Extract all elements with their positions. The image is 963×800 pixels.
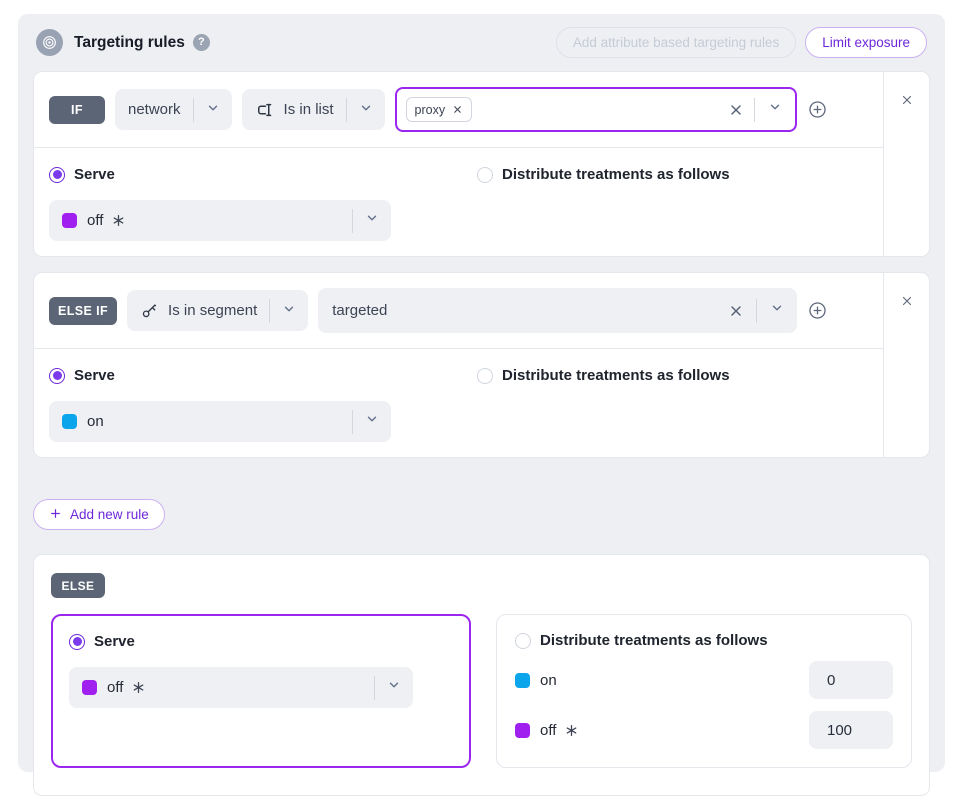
chevron-down-icon bbox=[387, 678, 401, 697]
distribute-radio-option[interactable]: Distribute treatments as follows bbox=[477, 367, 730, 384]
else-serve-panel[interactable]: Serve off bbox=[51, 614, 471, 768]
chevron-down-icon bbox=[365, 412, 379, 431]
panel-header: Targeting rules ? Add attribute based ta… bbox=[33, 14, 930, 71]
string-type-icon bbox=[255, 100, 275, 120]
clear-values-icon[interactable] bbox=[728, 102, 744, 118]
attribute-select[interactable]: network bbox=[115, 89, 232, 130]
treatment-select[interactable]: on bbox=[49, 401, 391, 442]
divider bbox=[352, 409, 353, 434]
rule-actions-column bbox=[883, 72, 929, 256]
divider bbox=[352, 208, 353, 233]
plus-icon bbox=[49, 507, 62, 523]
matcher-select-value: Is in segment bbox=[168, 302, 258, 319]
chevron-down-icon bbox=[770, 301, 784, 320]
delete-rule-icon[interactable] bbox=[900, 294, 914, 308]
rule-keyword-badge: IF bbox=[49, 95, 105, 124]
chevron-down-icon bbox=[282, 302, 296, 320]
rule-card-if: IF network Is in list bbox=[33, 71, 930, 257]
delete-rule-icon[interactable] bbox=[900, 93, 914, 107]
segment-input[interactable] bbox=[322, 302, 728, 319]
treatment-name: on bbox=[540, 671, 557, 689]
distribution-row: on bbox=[515, 661, 893, 699]
radio-selected-icon bbox=[49, 367, 65, 384]
radio-unselected-icon bbox=[515, 632, 531, 649]
chevron-down-icon bbox=[206, 101, 220, 119]
clear-segment-icon[interactable] bbox=[728, 303, 744, 319]
rule-keyword-badge: ELSE IF bbox=[49, 296, 118, 325]
chevron-down-icon bbox=[359, 101, 373, 119]
distribute-radio-option[interactable]: Distribute treatments as follows bbox=[515, 632, 893, 649]
divider bbox=[192, 97, 194, 122]
chip-remove-icon[interactable] bbox=[452, 104, 463, 115]
matcher-select[interactable]: Is in list bbox=[241, 89, 385, 130]
treatment-swatch bbox=[515, 722, 530, 738]
else-keyword-badge: ELSE bbox=[51, 573, 105, 598]
divider bbox=[374, 675, 375, 700]
key-icon bbox=[140, 301, 159, 320]
serve-radio-option[interactable]: Serve bbox=[49, 367, 477, 384]
page-title: Targeting rules bbox=[74, 33, 185, 51]
add-new-rule-button[interactable]: Add new rule bbox=[33, 499, 165, 530]
treatment-name: on bbox=[87, 413, 104, 430]
distribution-row: off bbox=[515, 711, 893, 749]
rule-card-elseif: ELSE IF Is in segment bbox=[33, 272, 930, 458]
default-treatment-icon bbox=[132, 681, 145, 694]
treatment-swatch bbox=[62, 213, 77, 228]
value-chip-label: proxy bbox=[414, 102, 446, 117]
percent-input[interactable] bbox=[809, 711, 893, 749]
default-treatment-icon bbox=[565, 724, 578, 737]
treatment-swatch bbox=[62, 414, 77, 429]
default-treatment-icon bbox=[112, 214, 125, 227]
chevron-down-icon bbox=[365, 211, 379, 230]
serve-radio-option[interactable]: Serve bbox=[49, 166, 477, 183]
values-input[interactable] bbox=[472, 101, 728, 118]
divider bbox=[269, 298, 271, 323]
values-multiselect[interactable]: proxy bbox=[394, 87, 797, 132]
treatment-select[interactable]: off bbox=[49, 200, 391, 241]
matcher-select-value: Is in list bbox=[283, 101, 334, 118]
treatment-name: off bbox=[87, 212, 104, 229]
condition-row: IF network Is in list bbox=[34, 72, 883, 148]
targeting-rules-panel: Targeting rules ? Add attribute based ta… bbox=[18, 14, 945, 796]
value-chip: proxy bbox=[405, 97, 473, 122]
radio-unselected-icon bbox=[477, 367, 493, 384]
help-icon[interactable]: ? bbox=[192, 34, 210, 51]
serve-section: Serve Distribute treatments as follows o… bbox=[34, 148, 883, 256]
else-distribute-panel[interactable]: Distribute treatments as follows on off bbox=[496, 614, 912, 768]
radio-unselected-icon bbox=[477, 166, 493, 183]
segment-select[interactable] bbox=[318, 288, 797, 333]
else-rule-card: ELSE Serve off bbox=[33, 554, 930, 796]
divider bbox=[345, 97, 347, 122]
treatment-name: off bbox=[107, 679, 124, 696]
serve-section: Serve Distribute treatments as follows o… bbox=[34, 349, 883, 457]
chevron-down-icon bbox=[768, 100, 782, 119]
distribute-radio-option[interactable]: Distribute treatments as follows bbox=[477, 166, 730, 183]
serve-radio-option[interactable]: Serve bbox=[69, 633, 453, 650]
divider bbox=[756, 298, 757, 323]
radio-selected-icon bbox=[69, 633, 85, 650]
percent-input[interactable] bbox=[809, 661, 893, 699]
treatment-name: off bbox=[540, 721, 557, 739]
treatment-swatch bbox=[515, 672, 530, 688]
rule-actions-column bbox=[883, 273, 929, 457]
treatment-select[interactable]: off bbox=[69, 667, 413, 708]
attribute-select-value: network bbox=[128, 101, 181, 118]
add-attribute-rules-button: Add attribute based targeting rules bbox=[555, 27, 797, 58]
divider bbox=[754, 97, 755, 122]
limit-exposure-button[interactable]: Limit exposure bbox=[805, 27, 927, 58]
matcher-select[interactable]: Is in segment bbox=[127, 290, 309, 331]
target-icon bbox=[36, 29, 63, 56]
condition-row: ELSE IF Is in segment bbox=[34, 273, 883, 349]
add-condition-icon[interactable] bbox=[807, 99, 828, 120]
treatment-swatch bbox=[82, 680, 97, 695]
add-condition-icon[interactable] bbox=[807, 300, 828, 321]
radio-selected-icon bbox=[49, 166, 65, 183]
